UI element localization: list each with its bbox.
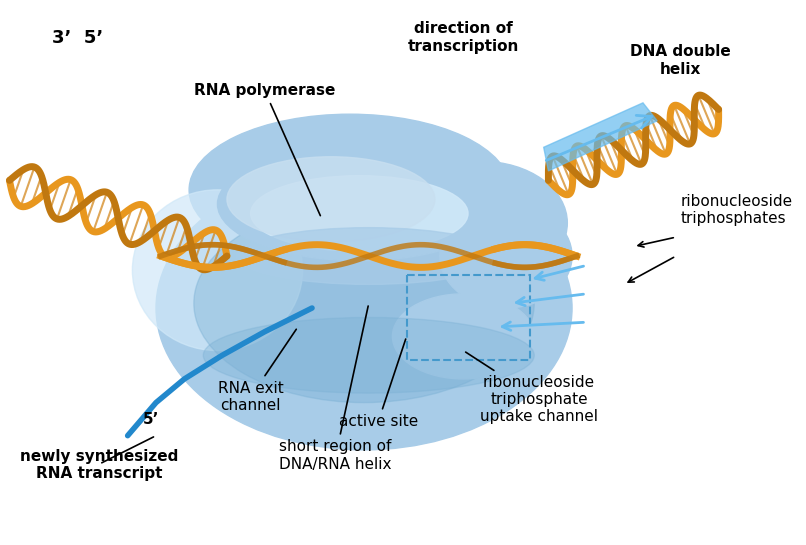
- Text: ribonucleoside
triphosphate
uptake channel: ribonucleoside triphosphate uptake chann…: [466, 352, 598, 425]
- Text: short region of
DNA/RNA helix: short region of DNA/RNA helix: [280, 306, 392, 472]
- Text: RNA polymerase: RNA polymerase: [194, 83, 335, 216]
- Text: RNA exit
channel: RNA exit channel: [218, 329, 297, 413]
- Text: DNA double
helix: DNA double helix: [630, 44, 731, 76]
- Ellipse shape: [156, 166, 572, 450]
- Text: 3’  5’: 3’ 5’: [52, 29, 103, 47]
- Text: 5’: 5’: [143, 413, 160, 427]
- Polygon shape: [544, 103, 657, 171]
- Ellipse shape: [203, 318, 534, 393]
- Ellipse shape: [440, 204, 572, 308]
- Ellipse shape: [193, 204, 534, 403]
- Ellipse shape: [218, 147, 501, 261]
- Text: direction of
transcription: direction of transcription: [408, 21, 519, 54]
- Ellipse shape: [189, 114, 510, 265]
- Ellipse shape: [227, 157, 435, 242]
- Ellipse shape: [397, 161, 567, 284]
- Text: ribonucleoside
triphosphates: ribonucleoside triphosphates: [681, 193, 793, 226]
- Ellipse shape: [236, 228, 501, 284]
- Text: newly synthesized
RNA transcript: newly synthesized RNA transcript: [20, 449, 178, 481]
- Text: active site: active site: [339, 339, 418, 429]
- Ellipse shape: [393, 294, 534, 379]
- Ellipse shape: [132, 190, 302, 350]
- Ellipse shape: [251, 175, 468, 251]
